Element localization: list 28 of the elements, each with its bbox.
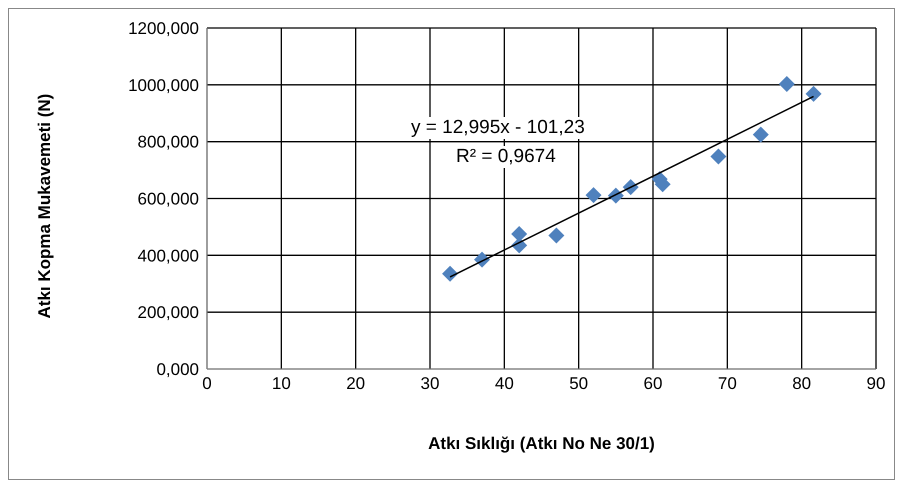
y-tick-label: 1200,000 [128, 19, 199, 38]
x-tick-label: 80 [792, 374, 812, 394]
point [710, 148, 726, 164]
x-tick-label: 50 [569, 374, 588, 394]
point [778, 76, 795, 92]
x-tick-label: 60 [644, 374, 662, 394]
point [548, 227, 564, 244]
x-tick-label: 90 [866, 374, 886, 394]
y-tick-label: 600,000 [138, 190, 199, 209]
x-tick-label: 70 [718, 374, 737, 394]
x-tick-label: 30 [420, 374, 440, 394]
y-tick-label: 0,000 [156, 360, 199, 380]
point [586, 187, 602, 204]
x-tick-label: 40 [494, 374, 514, 394]
y-tick-label: 200,000 [138, 303, 199, 322]
y-tick-label: 400,000 [138, 246, 199, 266]
x-tick-label: 20 [346, 374, 366, 394]
y-tick-label: 1000,000 [128, 76, 199, 95]
point [752, 126, 769, 143]
annotation: y = 12,995x - 101,23 [409, 117, 587, 139]
point [806, 86, 822, 102]
point [442, 266, 458, 282]
x-tick-label: 10 [272, 374, 291, 394]
x-axis-title: Atkı Sıklığı (Atkı No Ne 30/1) [428, 434, 655, 453]
y-tick-label: 800,000 [138, 132, 199, 152]
annotation: R² = 0,9674 [454, 146, 558, 168]
x-tick-label: 0 [202, 374, 212, 394]
y-axis-title: Atkı Kopma Mukavemeti (N) [35, 94, 54, 318]
